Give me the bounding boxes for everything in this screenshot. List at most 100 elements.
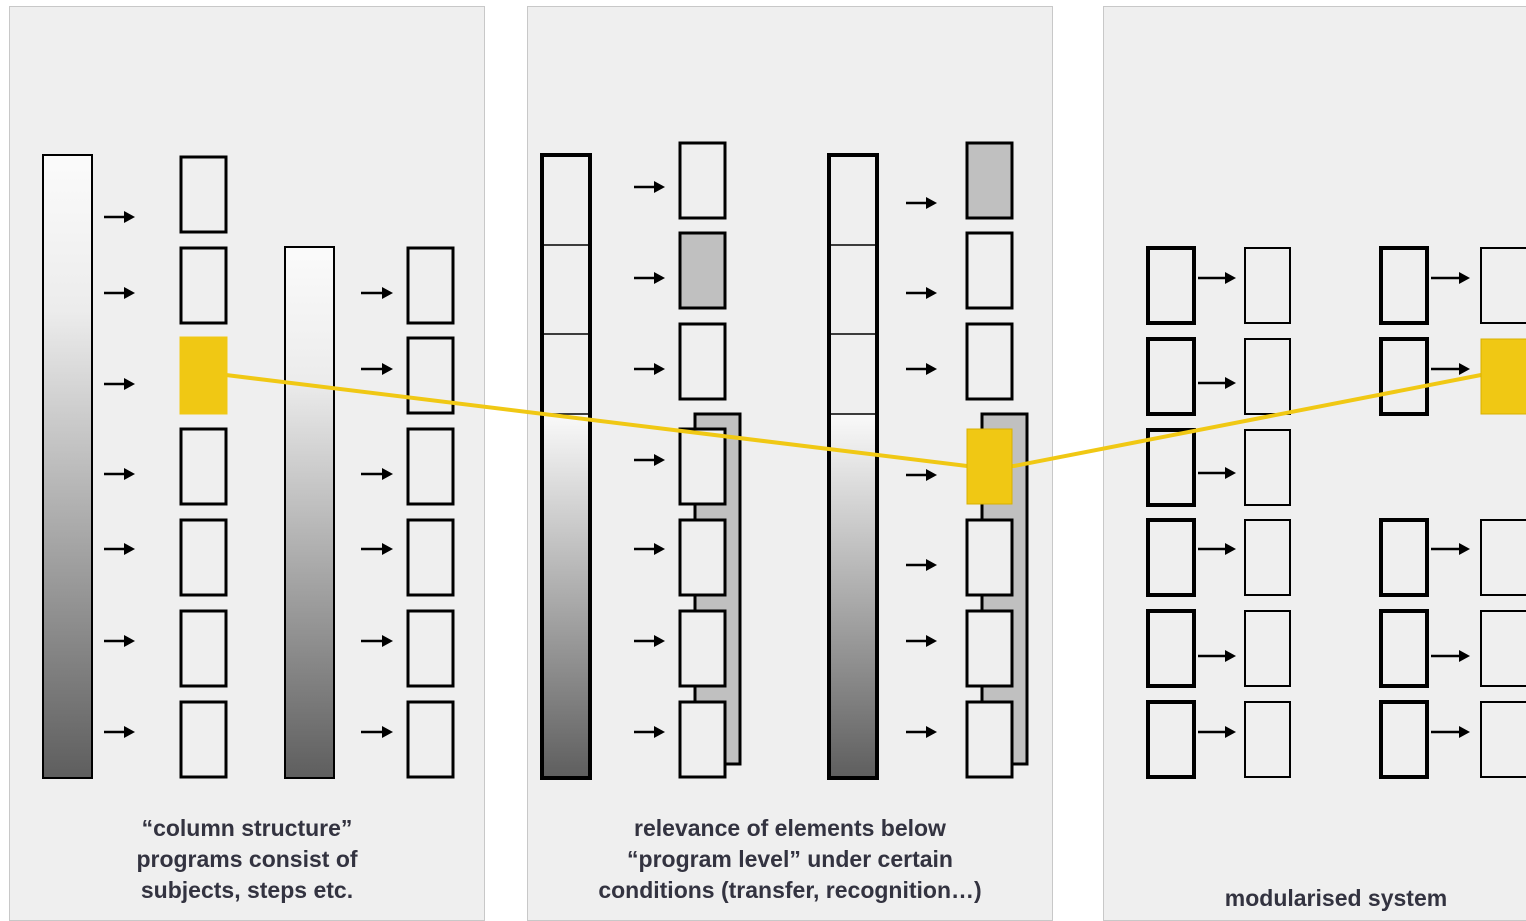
arrow-right-icon xyxy=(361,287,393,299)
gradient-column-bar xyxy=(284,246,335,779)
element-box xyxy=(678,609,727,688)
element-box xyxy=(179,518,228,597)
element-box xyxy=(1244,247,1291,324)
arrow-right-icon xyxy=(1198,726,1236,738)
module-box xyxy=(1379,337,1429,416)
arrow-right-icon xyxy=(104,287,135,299)
module-box xyxy=(1146,428,1196,507)
arrow-right-icon xyxy=(1431,272,1470,284)
element-box xyxy=(678,518,727,597)
caption-line: subjects, steps etc. xyxy=(140,877,354,903)
panel-caption: relevance of elements below “program lev… xyxy=(527,813,1053,906)
element-box xyxy=(179,700,228,779)
arrow-right-icon xyxy=(906,559,937,571)
caption-line: “program level” under certain xyxy=(627,846,953,872)
element-box xyxy=(1244,338,1291,415)
arrow-right-icon xyxy=(104,635,135,647)
element-boxes-column-6 xyxy=(1480,247,1526,778)
caption-line: relevance of elements below xyxy=(634,815,946,841)
arrow-right-icon xyxy=(634,726,665,738)
arrow-right-icon xyxy=(634,181,665,193)
module-boxes-right xyxy=(1379,246,1429,779)
arrow-right-icon xyxy=(634,272,665,284)
element-boxes-column-3 xyxy=(678,141,727,779)
element-box xyxy=(965,231,1014,310)
arrow-right-icon xyxy=(906,363,937,375)
arrow-right-icon xyxy=(1198,377,1236,389)
arrow-right-icon xyxy=(1198,272,1236,284)
arrow-right-icon xyxy=(1198,650,1236,662)
arrow-right-icon xyxy=(1431,363,1470,375)
element-box xyxy=(678,141,727,220)
element-box xyxy=(179,427,228,506)
arrow-right-icon xyxy=(104,543,135,555)
arrow-right-icon xyxy=(361,468,393,480)
element-box xyxy=(678,700,727,779)
arrow-right-icon xyxy=(634,363,665,375)
element-box xyxy=(965,322,1014,401)
element-box xyxy=(406,609,455,688)
module-box xyxy=(1146,609,1196,688)
module-box xyxy=(1146,700,1196,779)
module-box xyxy=(1146,518,1196,597)
element-box xyxy=(1244,519,1291,596)
arrow-right-icon xyxy=(361,726,393,738)
element-boxes-column-2 xyxy=(406,246,455,779)
arrow-right-icon xyxy=(906,726,937,738)
arrow-right-icon xyxy=(1198,467,1236,479)
element-box xyxy=(179,246,228,325)
segmented-bar-left xyxy=(540,153,592,780)
element-box xyxy=(965,609,1014,688)
arrows xyxy=(104,181,1470,738)
panel-caption: modularised system xyxy=(1103,883,1526,914)
element-box xyxy=(1244,429,1291,506)
module-boxes-left xyxy=(1146,246,1196,779)
arrow-right-icon xyxy=(1431,543,1470,555)
arrow-right-icon xyxy=(906,635,937,647)
arrow-right-icon xyxy=(906,197,937,209)
arrow-right-icon xyxy=(906,287,937,299)
arrow-right-icon xyxy=(361,635,393,647)
element-box xyxy=(1480,519,1526,596)
segmented-bar-right xyxy=(827,153,879,780)
module-box xyxy=(1146,337,1196,416)
caption-line: “column structure” xyxy=(141,815,353,841)
element-box-shaded xyxy=(678,231,727,310)
arrow-right-icon xyxy=(1431,650,1470,662)
panel-caption: “column structure” programs consist of s… xyxy=(9,813,485,906)
element-box-highlighted xyxy=(1480,338,1526,415)
caption-line: conditions (transfer, recognition…) xyxy=(598,877,982,903)
gradient-column-bar xyxy=(42,154,93,779)
arrow-right-icon xyxy=(634,454,665,466)
module-box xyxy=(1379,700,1429,779)
element-box-highlighted xyxy=(966,428,1013,505)
caption-line: programs consist of xyxy=(136,846,358,872)
element-box xyxy=(1244,701,1291,778)
element-box xyxy=(179,609,228,688)
arrow-right-icon xyxy=(104,726,135,738)
element-box xyxy=(1480,610,1526,687)
element-box xyxy=(1480,247,1526,324)
arrow-right-icon xyxy=(104,211,135,223)
element-box xyxy=(406,518,455,597)
panel-relevance-below-program-level xyxy=(527,6,1053,921)
element-box-highlighted xyxy=(179,336,228,415)
element-box xyxy=(406,246,455,325)
module-box xyxy=(1146,246,1196,325)
arrow-right-icon xyxy=(634,635,665,647)
arrow-right-icon xyxy=(104,468,135,480)
element-box xyxy=(965,700,1014,779)
caption-line: modularised system xyxy=(1224,885,1448,911)
arrow-right-icon xyxy=(1198,543,1236,555)
element-box xyxy=(1244,610,1291,687)
module-box xyxy=(1379,246,1429,325)
element-box xyxy=(1480,701,1526,778)
arrow-right-icon xyxy=(634,543,665,555)
element-boxes-column-5 xyxy=(1244,247,1291,778)
element-box xyxy=(678,322,727,401)
element-box-shaded xyxy=(965,141,1014,220)
element-box xyxy=(406,427,455,506)
element-boxes-column-4 xyxy=(965,141,1014,779)
element-box xyxy=(406,700,455,779)
